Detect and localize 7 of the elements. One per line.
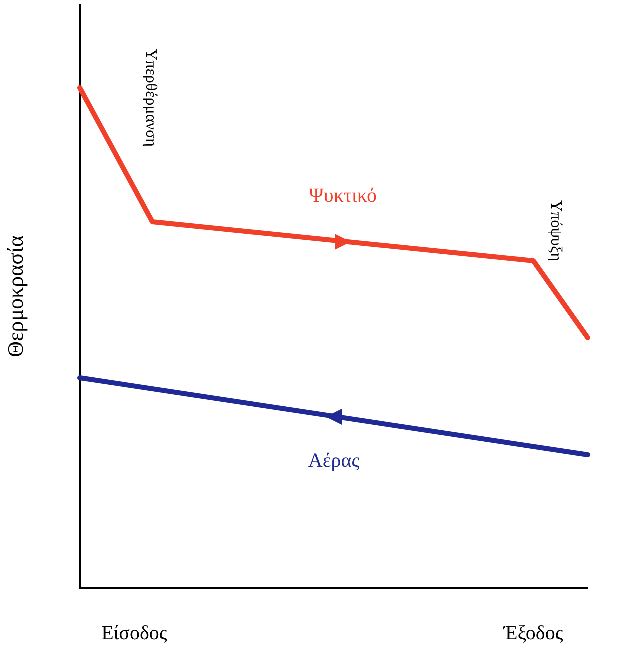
y-axis-title: Θερμοκρασία bbox=[2, 235, 28, 358]
annotation: Υπόψυξη bbox=[547, 200, 564, 262]
annotation: Υπερθέρμανση bbox=[142, 49, 160, 147]
x-tick-label: Είσοδος bbox=[102, 622, 168, 644]
series-label: Ψυκτικό bbox=[309, 184, 377, 207]
x-tick-label: Έξοδος bbox=[502, 622, 564, 644]
series-label: Αέρας bbox=[308, 450, 360, 472]
